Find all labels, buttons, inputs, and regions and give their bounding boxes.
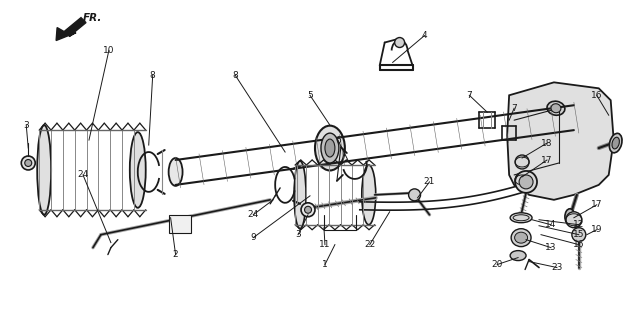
Ellipse shape (362, 165, 376, 225)
Text: 16: 16 (591, 91, 602, 100)
Text: 3: 3 (295, 230, 301, 239)
Text: 1: 1 (322, 260, 328, 269)
Circle shape (301, 203, 315, 217)
Text: 6: 6 (335, 136, 341, 145)
Text: 16: 16 (573, 240, 584, 249)
Text: 2: 2 (173, 250, 178, 259)
Text: 7: 7 (511, 104, 517, 113)
Ellipse shape (609, 133, 622, 153)
Ellipse shape (169, 158, 182, 186)
Ellipse shape (511, 229, 531, 247)
Text: 9: 9 (251, 233, 256, 242)
Text: 20: 20 (491, 260, 503, 269)
Text: 13: 13 (545, 243, 557, 252)
Text: 8: 8 (150, 71, 156, 80)
Ellipse shape (325, 139, 335, 157)
Text: 11: 11 (319, 240, 331, 249)
Text: 21: 21 (424, 177, 435, 187)
Ellipse shape (294, 161, 306, 229)
Text: 15: 15 (573, 230, 584, 239)
Ellipse shape (130, 132, 146, 208)
Circle shape (304, 206, 311, 213)
Polygon shape (56, 18, 86, 41)
Ellipse shape (315, 126, 345, 171)
Text: 18: 18 (541, 139, 552, 148)
Text: 3: 3 (23, 121, 29, 130)
Ellipse shape (519, 175, 533, 189)
Text: FR.: FR. (83, 12, 102, 23)
Text: 5: 5 (307, 91, 313, 100)
Text: 8: 8 (232, 71, 238, 80)
Text: 19: 19 (591, 225, 602, 234)
Ellipse shape (321, 133, 339, 163)
Circle shape (515, 155, 529, 169)
Text: 17: 17 (541, 156, 552, 164)
Circle shape (394, 37, 404, 47)
Ellipse shape (612, 137, 619, 149)
Ellipse shape (38, 125, 51, 215)
Text: 24: 24 (78, 171, 89, 180)
Circle shape (21, 156, 35, 170)
Ellipse shape (514, 232, 528, 243)
Text: 14: 14 (545, 220, 557, 229)
Circle shape (409, 189, 421, 201)
Circle shape (515, 173, 529, 187)
Circle shape (572, 228, 586, 242)
Circle shape (25, 159, 32, 166)
Ellipse shape (551, 104, 561, 113)
Text: 4: 4 (422, 31, 428, 40)
Text: 12: 12 (573, 220, 584, 229)
Text: 23: 23 (551, 263, 562, 272)
Ellipse shape (547, 101, 565, 115)
Text: 7: 7 (466, 91, 472, 100)
Ellipse shape (515, 171, 537, 193)
Polygon shape (507, 82, 614, 200)
Bar (169, 215, 191, 233)
Text: 17: 17 (591, 200, 602, 209)
Text: 10: 10 (103, 46, 114, 55)
Text: 22: 22 (364, 240, 376, 249)
Ellipse shape (510, 213, 532, 223)
Ellipse shape (510, 251, 526, 260)
Text: 24: 24 (248, 210, 259, 219)
Ellipse shape (565, 209, 575, 225)
Circle shape (566, 212, 582, 228)
